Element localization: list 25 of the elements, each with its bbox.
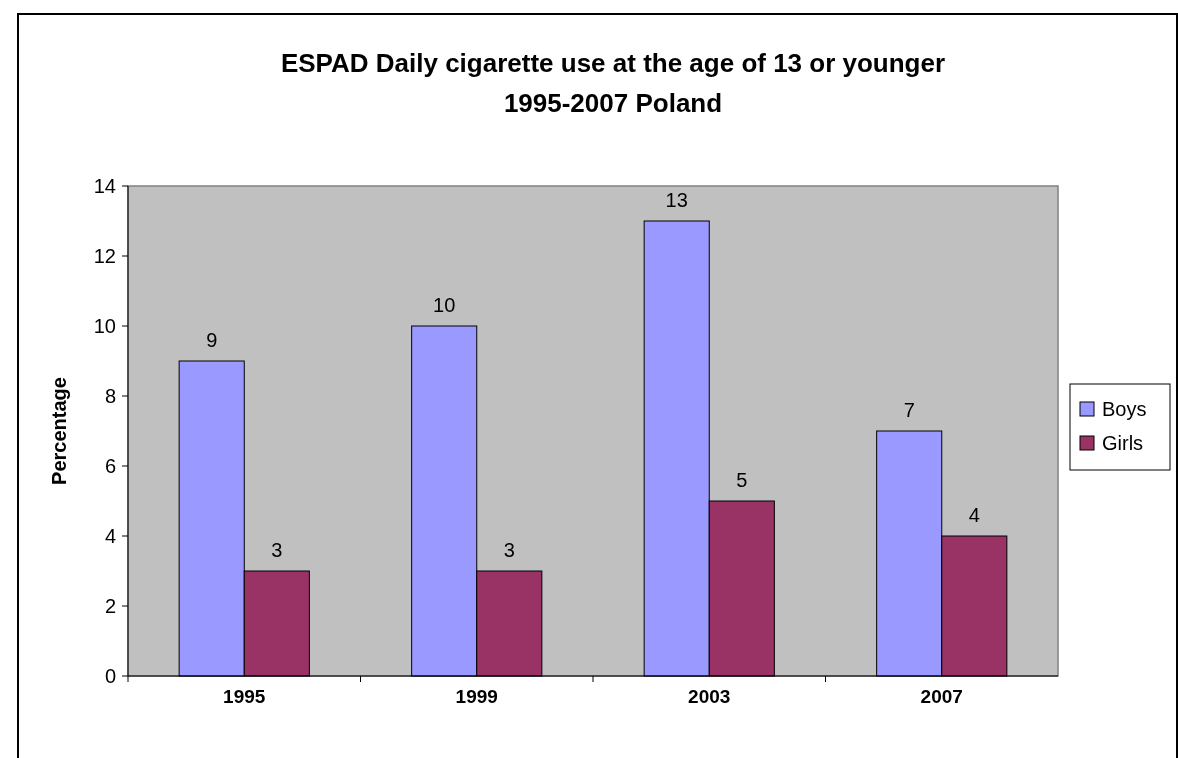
data-label: 13	[665, 189, 688, 211]
data-label: 3	[503, 539, 515, 561]
y-tick-label: 0	[104, 665, 116, 687]
data-label: 4	[968, 504, 980, 526]
data-label: 3	[271, 539, 283, 561]
x-tick-label: 1999	[455, 686, 498, 707]
legend-label: Girls	[1102, 432, 1144, 454]
y-axis-title: Percentage	[48, 377, 70, 485]
chart-title: ESPAD Daily cigarette use at the age of 13 or younger	[280, 48, 946, 78]
data-label: 10	[433, 294, 456, 316]
y-tick-label: 12	[93, 245, 116, 267]
y-tick-label: 6	[104, 455, 116, 477]
y-tick-label: 2	[104, 595, 116, 617]
data-label: 5	[736, 469, 748, 491]
y-tick-label: 14	[93, 175, 116, 197]
x-tick-label: 2003	[688, 686, 731, 707]
data-label: 9	[206, 329, 218, 351]
data-label: 7	[903, 399, 915, 421]
y-tick-label: 8	[104, 385, 116, 407]
chart-subtitle: 1995-2007 Poland	[503, 88, 723, 118]
y-tick-label: 4	[104, 525, 116, 547]
y-tick-label: 10	[93, 315, 116, 337]
x-tick-label: 2007	[920, 686, 963, 707]
legend-label: Boys	[1102, 398, 1147, 420]
x-tick-label: 1995	[223, 686, 266, 707]
